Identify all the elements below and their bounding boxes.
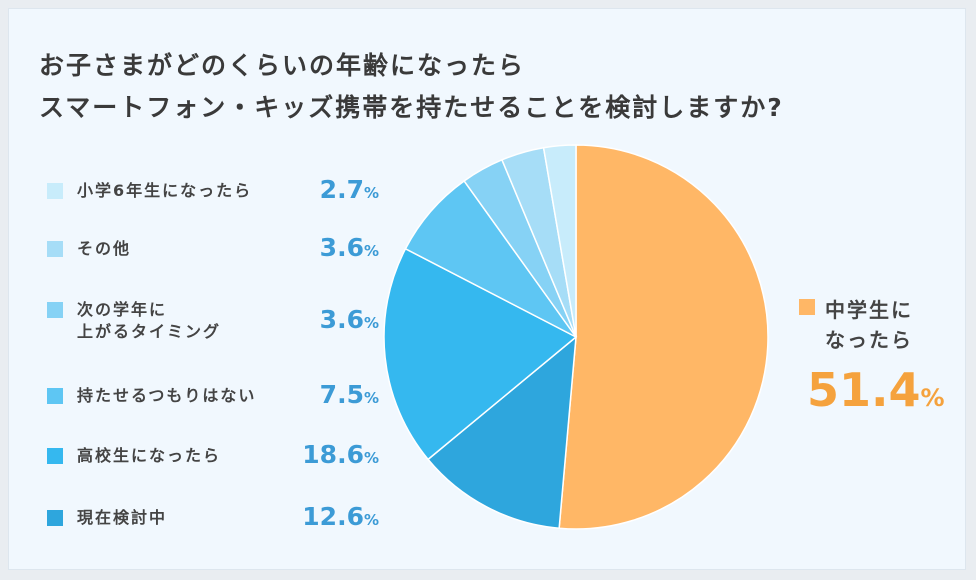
legend-value-unit: % [363, 242, 379, 260]
legend-label: その他 [77, 238, 131, 260]
legend-value-unit: % [363, 314, 379, 332]
legend-item: 高校生になったら 18.6% [47, 440, 387, 491]
legend-value-number: 12.6 [302, 502, 364, 531]
legend-label: 現在検討中 [77, 507, 167, 529]
legend-item: 次の学年に上がるタイミング 3.6% [47, 299, 387, 349]
legend-value-number: 18.6 [302, 440, 364, 469]
legend-value-unit: % [363, 184, 379, 202]
legend-value-number: 7.5 [319, 380, 364, 409]
legend-value: 2.7% [320, 175, 379, 204]
legend-value-unit: % [363, 449, 379, 467]
legend-label: 小学6年生になったら [77, 180, 252, 202]
chart-title-line-1: お子さまがどのくらいの年齢になったら [39, 51, 526, 80]
pie-slice [542, 144, 577, 338]
legend-value: 18.6% [302, 440, 379, 469]
pie-chart [383, 144, 769, 530]
legend-label-line: その他 [77, 239, 132, 258]
legend-label-line: 上がるタイミング [77, 322, 222, 341]
legend-value: 7.5% [320, 380, 379, 409]
legend-swatch [47, 510, 63, 526]
pie-slice [383, 247, 578, 461]
chart-title: お子さまがどのくらいの年齢になったら スマートフォン・キッズ携帯を持たせることを… [39, 45, 784, 129]
legend-label: 持たせるつもりはない [77, 385, 256, 407]
callout-value-unit: % [920, 384, 945, 412]
legend-label-line: 持たせるつもりはない [77, 386, 257, 405]
legend-label-line: 現在検討中 [77, 508, 168, 527]
callout-swatch [799, 299, 815, 315]
legend-item: その他 3.6% [47, 233, 387, 284]
legend-swatch [47, 302, 63, 318]
callout-label-line: 中学生に [825, 298, 913, 322]
legend-swatch [47, 241, 63, 257]
callout-label: 中学生に なったら [825, 295, 913, 355]
legend-value-unit: % [363, 511, 379, 529]
legend-label-line: 小学6年生になったら [77, 181, 253, 200]
legend-value: 3.6% [320, 305, 379, 334]
legend-swatch [47, 388, 63, 404]
legend-item: 持たせるつもりはない 7.5% [47, 380, 387, 431]
legend-label-line: 次の学年に [77, 300, 168, 319]
pie-slice [427, 335, 577, 530]
legend-swatch [47, 448, 63, 464]
legend-label: 高校生になったら [77, 445, 221, 467]
legend-value-number: 3.6 [319, 233, 364, 262]
callout-value-number: 51.4 [807, 363, 921, 417]
callout-label-line: なったら [825, 328, 913, 352]
legend-label-line: 高校生になったら [77, 446, 222, 465]
legend-value-unit: % [363, 389, 379, 407]
legend-swatch [47, 183, 63, 199]
legend-value-number: 2.7 [319, 175, 364, 204]
legend-value: 12.6% [302, 502, 379, 531]
legend-value-number: 3.6 [319, 305, 364, 334]
chart-card: お子さまがどのくらいの年齢になったら スマートフォン・キッズ携帯を持たせることを… [8, 8, 966, 570]
callout-value: 51.4% [807, 363, 945, 417]
legend-label: 次の学年に上がるタイミング [77, 299, 221, 343]
legend-item: 小学6年生になったら 2.7% [47, 175, 387, 226]
chart-title-line-2: スマートフォン・キッズ携帯を持たせることを検討しますか? [39, 93, 784, 122]
pie-slice [558, 144, 769, 530]
legend-value: 3.6% [320, 233, 379, 262]
legend-item: 現在検討中 12.6% [47, 502, 387, 553]
